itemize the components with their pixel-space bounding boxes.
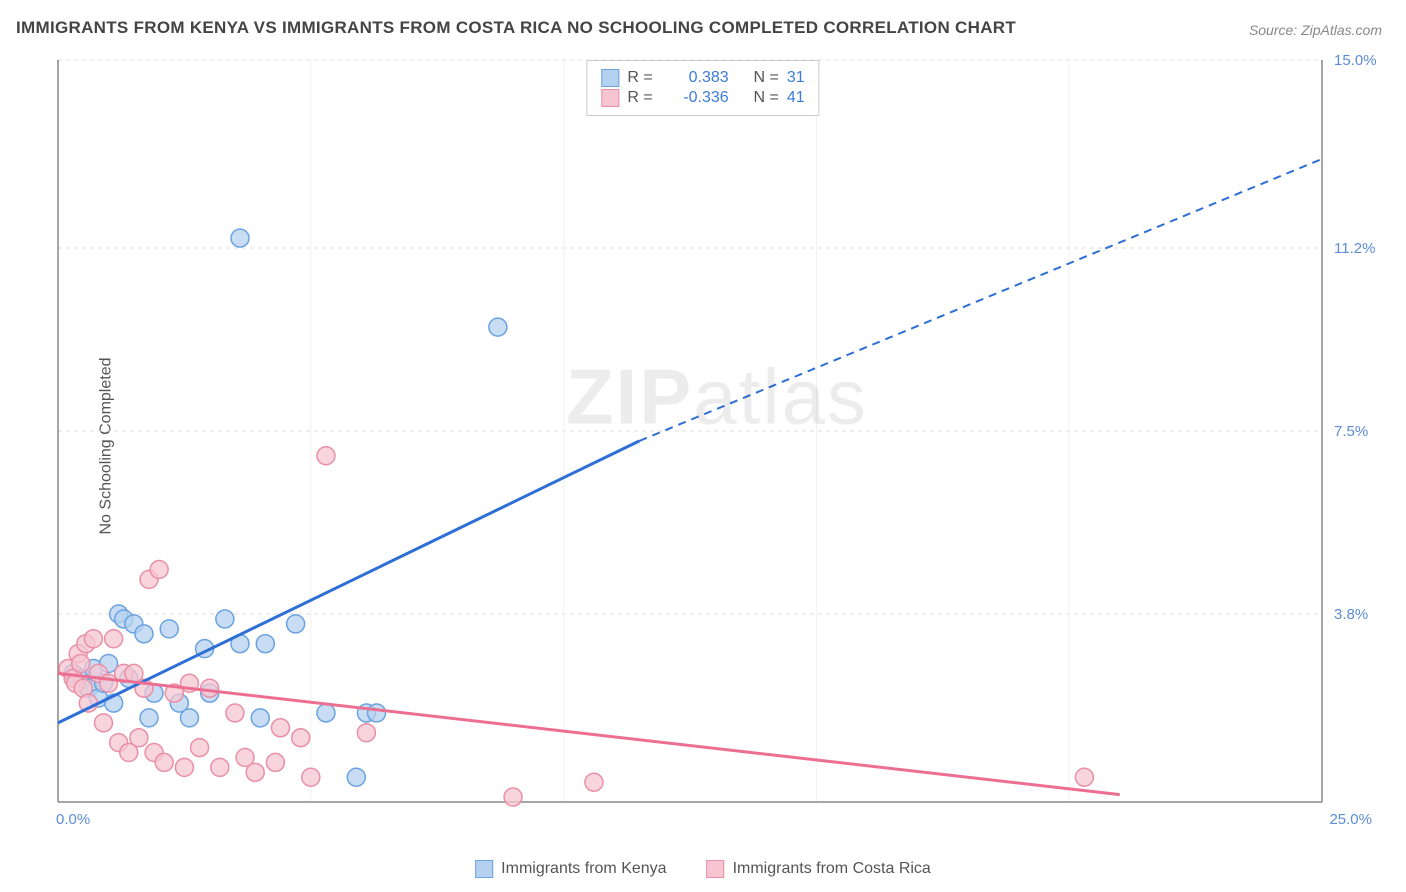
chart-plot-area: 3.8%7.5%11.2%15.0%0.0%25.0% ZIPatlas: [52, 54, 1382, 834]
legend-row-kenya: R = 0.383 N = 31: [601, 69, 804, 87]
svg-text:15.0%: 15.0%: [1334, 54, 1377, 69]
scatter-chart-svg: 3.8% 7.5% 11.2% 15.0% 0.0% 25.0%: [52, 54, 1382, 834]
legend-item-costarica: Immigrants from Costa Rica: [707, 860, 931, 878]
legend-swatch-costarica-icon: [707, 860, 725, 878]
legend-swatch-costarica: [601, 89, 619, 107]
r-label: R =: [627, 69, 652, 87]
source-label: Source:: [1249, 22, 1297, 38]
series-legend: Immigrants from Kenya Immigrants from Co…: [475, 860, 931, 878]
r-label: R =: [627, 89, 652, 107]
correlation-legend: R = 0.383 N = 31 R = -0.336 N = 41: [586, 60, 819, 116]
svg-text:25.0%: 25.0%: [1329, 811, 1372, 828]
legend-swatch-kenya: [601, 69, 619, 87]
svg-text:7.5%: 7.5%: [1334, 423, 1368, 440]
legend-label-kenya: Immigrants from Kenya: [501, 860, 666, 878]
n-label: N =: [754, 89, 779, 107]
legend-label-costarica: Immigrants from Costa Rica: [733, 860, 931, 878]
source-attribution: Source: ZipAtlas.com: [1249, 22, 1382, 38]
chart-title: IMMIGRANTS FROM KENYA VS IMMIGRANTS FROM…: [16, 18, 1016, 38]
svg-text:0.0%: 0.0%: [56, 811, 90, 828]
n-value-kenya: 31: [787, 69, 805, 87]
svg-text:3.8%: 3.8%: [1334, 606, 1368, 623]
legend-swatch-kenya-icon: [475, 860, 493, 878]
source-value: ZipAtlas.com: [1301, 22, 1382, 38]
r-value-kenya: 0.383: [661, 69, 729, 87]
n-value-costarica: 41: [787, 89, 805, 107]
n-label: N =: [754, 69, 779, 87]
r-value-costarica: -0.336: [661, 89, 729, 107]
legend-row-costarica: R = -0.336 N = 41: [601, 89, 804, 107]
legend-item-kenya: Immigrants from Kenya: [475, 860, 666, 878]
svg-text:11.2%: 11.2%: [1334, 240, 1375, 257]
